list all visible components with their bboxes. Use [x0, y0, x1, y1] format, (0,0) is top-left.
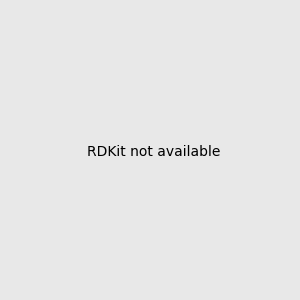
Text: RDKit not available: RDKit not available — [87, 145, 220, 158]
